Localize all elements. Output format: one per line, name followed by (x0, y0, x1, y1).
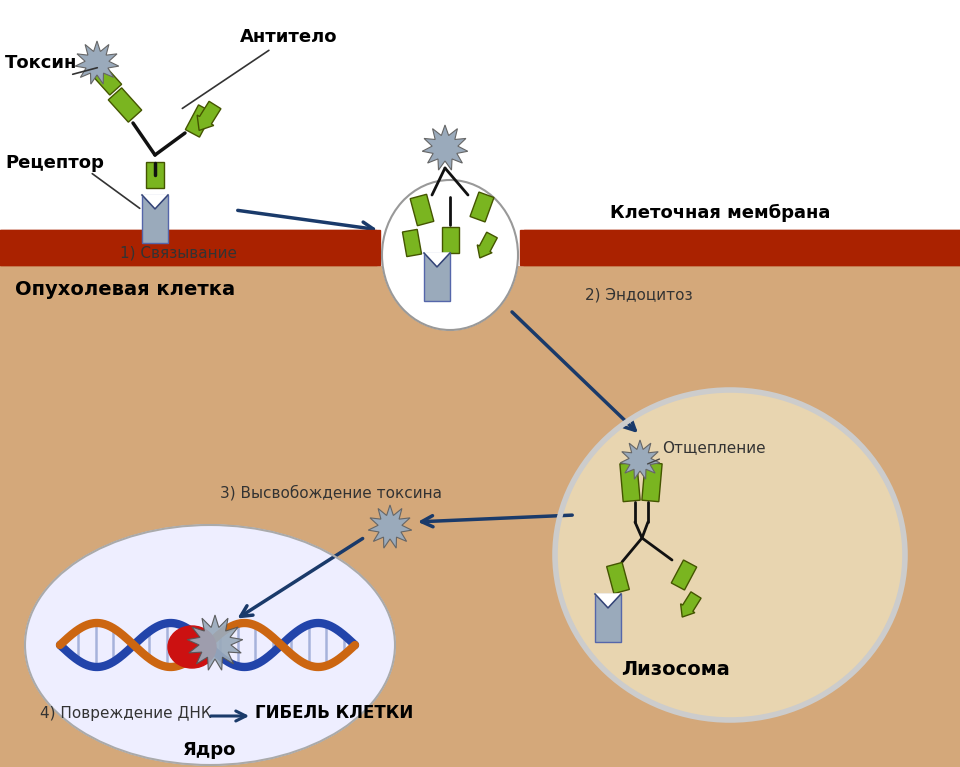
Polygon shape (681, 592, 701, 617)
Polygon shape (671, 560, 697, 590)
Polygon shape (607, 562, 630, 594)
Polygon shape (197, 101, 221, 130)
Text: Рецептор: Рецептор (5, 154, 104, 172)
Polygon shape (402, 229, 421, 257)
FancyBboxPatch shape (595, 594, 621, 642)
Polygon shape (595, 594, 621, 608)
Polygon shape (75, 41, 119, 84)
FancyBboxPatch shape (424, 253, 450, 301)
Text: ГИБЕЛЬ КЛЕТКИ: ГИБЕЛЬ КЛЕТКИ (255, 704, 413, 722)
Bar (0, 265, 960, 767)
Polygon shape (142, 195, 168, 209)
Text: Лизосома: Лизосома (620, 660, 730, 679)
Ellipse shape (168, 626, 216, 668)
Text: Отщепление: Отщепление (662, 440, 766, 455)
Text: 3) Высвобождение токсина: 3) Высвобождение токсина (220, 484, 442, 500)
Polygon shape (470, 192, 494, 222)
Polygon shape (620, 463, 640, 502)
Polygon shape (187, 615, 243, 670)
Polygon shape (422, 125, 468, 170)
Bar (377, 0, 523, 265)
Bar (0, 230, 380, 265)
Bar (0, 230, 960, 265)
Text: 1) Связывание: 1) Связывание (120, 246, 237, 261)
Ellipse shape (555, 390, 905, 720)
Text: 2) Эндоцитоз: 2) Эндоцитоз (585, 288, 692, 303)
Polygon shape (146, 162, 164, 188)
Bar (520, 230, 960, 265)
Polygon shape (185, 105, 212, 137)
Polygon shape (424, 253, 450, 267)
Text: Ядро: Ядро (183, 741, 237, 759)
Polygon shape (642, 463, 662, 502)
Ellipse shape (382, 180, 518, 330)
Polygon shape (442, 227, 459, 253)
Polygon shape (410, 194, 434, 225)
Text: Антитело: Антитело (182, 28, 338, 108)
Text: Токсин: Токсин (5, 54, 78, 72)
Text: Клеточная мембрана: Клеточная мембрана (610, 204, 830, 222)
Polygon shape (477, 232, 497, 258)
Polygon shape (620, 440, 660, 479)
Text: 4) Повреждение ДНК: 4) Повреждение ДНК (40, 706, 211, 721)
Ellipse shape (25, 525, 395, 765)
FancyBboxPatch shape (142, 195, 168, 243)
Text: Опухолевая клетка: Опухолевая клетка (15, 280, 235, 299)
Polygon shape (108, 88, 142, 122)
Polygon shape (369, 505, 412, 548)
Polygon shape (92, 65, 122, 95)
